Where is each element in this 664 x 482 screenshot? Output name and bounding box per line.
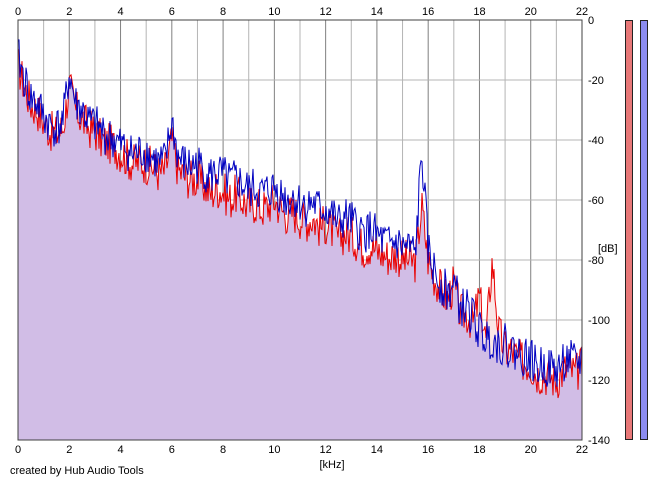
x-tick-label: 10 <box>268 444 280 456</box>
footer-credit: created by Hub Audio Tools <box>10 465 144 477</box>
left-channel-fill <box>18 48 582 440</box>
y-axis-label: [dB] <box>598 243 618 255</box>
y-tick-label: -40 <box>588 135 604 147</box>
x-tick-label: 20 <box>525 444 537 456</box>
plot-border <box>17 19 583 441</box>
x-tick-label-top: 4 <box>117 6 123 18</box>
x-tick-label-top: 2 <box>66 6 72 18</box>
y-tick-label: -120 <box>588 375 610 387</box>
x-tick-label: 8 <box>220 444 226 456</box>
right-level-meter <box>640 20 648 440</box>
x-tick-label: 22 <box>576 444 588 456</box>
x-tick-label-top: 22 <box>576 6 588 18</box>
y-tick-label: -60 <box>588 195 604 207</box>
y-tick-label: 0 <box>588 15 594 27</box>
x-tick-label-top: 14 <box>371 6 383 18</box>
x-tick-label-top: 16 <box>422 6 434 18</box>
x-tick-label: 6 <box>169 444 175 456</box>
y-tick-label: -20 <box>588 75 604 87</box>
x-tick-label-top: 18 <box>473 6 485 18</box>
x-tick-label: 12 <box>320 444 332 456</box>
left-channel-line <box>17 48 583 399</box>
x-tick-label: 4 <box>117 444 123 456</box>
x-tick-label: 2 <box>66 444 72 456</box>
x-tick-label: 14 <box>371 444 383 456</box>
x-tick-label-top: 0 <box>15 6 21 18</box>
x-axis-top-ticks: 0 2 4 6 8 10 12 14 16 18 20 22 <box>15 6 588 18</box>
y-tick-label: -140 <box>588 435 610 447</box>
x-tick-label-top: 6 <box>169 6 175 18</box>
y-tick-label: -100 <box>588 315 610 327</box>
y-axis-ticks: 0 -20 -40 -60 -80 -100 -120 -140 <box>588 15 610 447</box>
x-tick-label: 16 <box>422 444 434 456</box>
x-tick-label-top: 20 <box>525 6 537 18</box>
x-axis-bottom-ticks: 0 2 4 6 8 10 12 14 16 18 20 22 <box>15 444 588 456</box>
y-tick-label: -80 <box>588 255 604 267</box>
x-tick-label-top: 8 <box>220 6 226 18</box>
x-tick-label-top: 10 <box>268 6 280 18</box>
x-tick-label: 0 <box>15 444 21 456</box>
left-level-meter <box>625 20 633 440</box>
right-channel-line <box>17 39 583 387</box>
x-axis-label: [kHz] <box>319 459 344 471</box>
x-tick-label: 18 <box>473 444 485 456</box>
x-tick-label-top: 12 <box>320 6 332 18</box>
spectrum-area-fill <box>18 48 582 440</box>
